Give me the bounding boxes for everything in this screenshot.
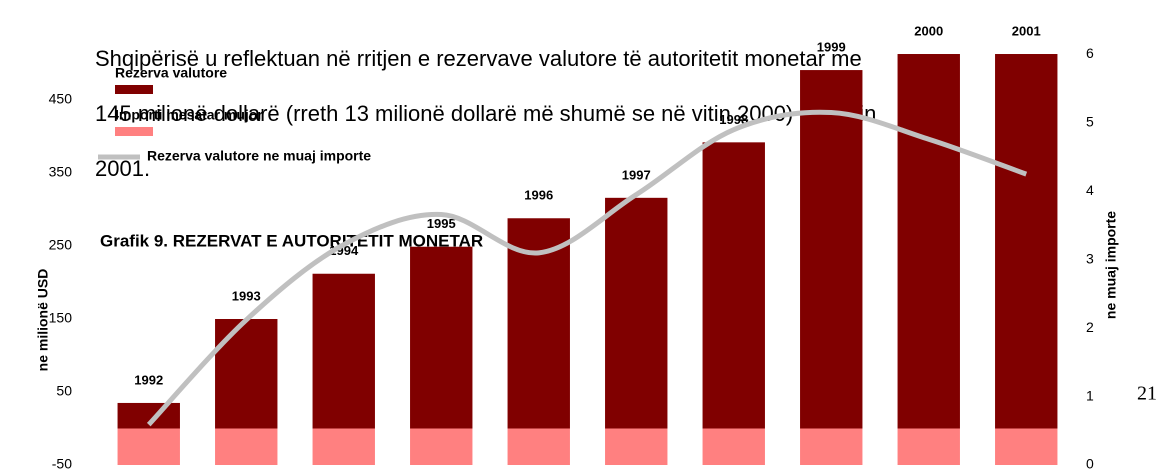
legend-label: Importi mesatar mujor [115,107,263,123]
bar [995,54,1058,429]
bar [215,319,278,429]
page-number: 21 [1137,383,1157,405]
category-label: 1993 [232,288,261,303]
paragraph-line: 2001. [95,156,150,181]
category-label: 1997 [622,167,651,182]
legend-label: Rezerva valutore [115,65,227,81]
y-axis-title: ne milionë USD [35,269,51,372]
bar [410,428,473,465]
bar [507,428,570,465]
y2-tick-label: 3 [1086,250,1094,266]
category-label: 2001 [1012,23,1041,38]
category-label: 1996 [524,188,553,203]
bar [800,428,863,465]
y-tick-label: 150 [49,310,73,326]
paragraph-line: Shqipërisë u reflektuan në rritjen e rez… [95,46,862,71]
bar [800,70,863,429]
bar [897,54,960,429]
y-tick-label: 350 [49,164,73,180]
y2-tick-label: 6 [1086,45,1094,61]
bar [702,428,765,465]
bar [312,428,375,465]
bar [897,428,960,465]
bar [117,428,180,465]
y2-tick-label: 0 [1086,456,1094,472]
bar [117,402,180,429]
legend-swatch [115,127,153,136]
legend-swatch [115,85,153,94]
bar [605,197,668,429]
bar [605,428,668,465]
y-tick-label: 250 [49,237,73,253]
category-label: 1999 [817,40,846,55]
y2-tick-label: 4 [1086,182,1094,198]
y-tick-label: 450 [49,91,73,107]
heading: Grafik 9. REZERVAT E AUTORITETIT MONETAR [100,231,483,250]
line [146,109,1028,427]
bar [702,142,765,429]
category-label: 1992 [134,372,163,387]
bar [312,273,375,429]
bar [995,428,1058,465]
paragraph-line: 145 milionë dollarë (rreth 13 milionë do… [95,101,876,126]
y2-tick-label: 5 [1086,114,1094,130]
y-tick-label: -50 [52,456,72,472]
category-label: 2000 [914,23,943,38]
y2-tick-label: 1 [1086,387,1094,403]
category-label: 1995 [427,216,456,231]
y-tick-label: 50 [56,383,72,399]
legend-label: Rezerva valutore ne muaj importe [147,148,371,164]
bar [215,428,278,465]
y2-axis-title: ne muaj importe [1103,211,1119,319]
category-label: 1998 [719,112,748,127]
bar [410,246,473,429]
y2-tick-label: 2 [1086,319,1094,335]
